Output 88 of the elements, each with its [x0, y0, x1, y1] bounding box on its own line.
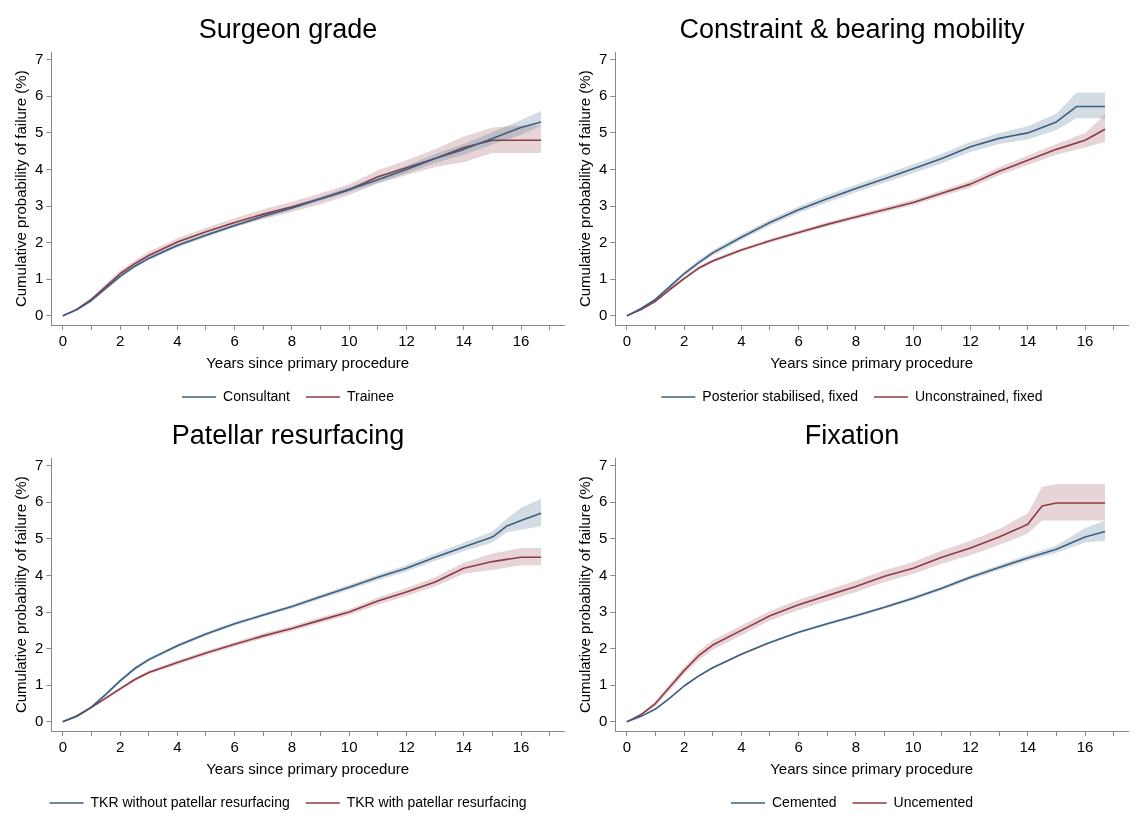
x-tick-label: 16	[512, 738, 530, 756]
x-tick-label: 0	[58, 332, 67, 350]
y-tick-label: 1	[35, 269, 44, 287]
x-tick-label: 10	[904, 332, 922, 350]
y-tick-label: 5	[599, 529, 608, 547]
x-tick-label: 16	[512, 332, 530, 350]
x-tick-label: 14	[455, 332, 473, 350]
x-tick-label: 2	[115, 738, 125, 756]
x-tick-label: 8	[851, 332, 861, 350]
legend-label: Uncemented	[893, 793, 973, 810]
y-tick-label: 2	[35, 232, 44, 250]
y-tick-label: 6	[599, 492, 608, 510]
y-tick-label: 4	[599, 159, 608, 177]
x-tick-label: 0	[58, 738, 67, 756]
y-tick-label: 0	[35, 305, 44, 323]
y-axis-title: Cumulative probability of failure (%)	[576, 476, 594, 714]
y-tick-label: 4	[599, 565, 608, 583]
legend-label: Trainee	[346, 387, 395, 404]
x-tick-label: 16	[1076, 332, 1094, 350]
legend-label: TKR with patellar resurfacing	[346, 793, 527, 810]
x-tick-label: 6	[794, 332, 803, 350]
x-tick-label: 4	[173, 738, 182, 756]
y-tick-label: 0	[35, 711, 44, 729]
x-tick-label: 8	[851, 738, 861, 756]
x-tick-label: 14	[455, 738, 473, 756]
y-tick-label: 3	[35, 196, 44, 214]
x-tick-label: 0	[622, 332, 631, 350]
legend-label: Posterior stabilised, fixed	[702, 387, 859, 404]
y-tick-label: 0	[599, 711, 608, 729]
x-axis-title: Years since primary procedure	[206, 354, 410, 372]
chart-title: Fixation	[804, 419, 900, 450]
y-tick-label: 3	[599, 602, 608, 620]
y-tick-label: 1	[599, 675, 608, 693]
y-tick-label: 4	[35, 159, 44, 177]
x-tick-label: 12	[962, 332, 979, 350]
x-tick-label: 14	[1019, 332, 1037, 350]
chart-title: Surgeon grade	[198, 13, 378, 44]
x-tick-label: 6	[230, 332, 239, 350]
y-axis-title: Cumulative probability of failure (%)	[576, 70, 594, 308]
legend-label: Cemented	[772, 793, 837, 810]
chart-title: Constraint & bearing mobility	[679, 13, 1026, 44]
legend-label: Consultant	[223, 387, 291, 404]
y-tick-label: 2	[599, 232, 608, 250]
x-tick-label: 8	[287, 738, 297, 756]
y-tick-label: 5	[35, 529, 44, 547]
y-tick-label: 2	[35, 638, 44, 656]
x-tick-label: 10	[340, 738, 358, 756]
x-axis-title: Years since primary procedure	[770, 760, 974, 778]
x-tick-label: 14	[1019, 738, 1037, 756]
x-tick-label: 4	[737, 738, 746, 756]
y-tick-label: 6	[35, 492, 44, 510]
y-tick-label: 7	[599, 49, 608, 67]
y-tick-label: 1	[35, 675, 44, 693]
y-tick-label: 7	[35, 455, 44, 473]
y-axis-title: Cumulative probability of failure (%)	[12, 476, 30, 714]
x-tick-label: 10	[904, 738, 922, 756]
x-tick-label: 2	[679, 332, 689, 350]
x-tick-label: 6	[794, 738, 803, 756]
y-axis-title: Cumulative probability of failure (%)	[12, 70, 30, 308]
x-tick-label: 4	[173, 332, 182, 350]
x-tick-label: 2	[679, 738, 689, 756]
legend-label: TKR without patellar resurfacing	[90, 793, 290, 810]
x-tick-label: 4	[737, 332, 746, 350]
y-tick-label: 5	[35, 123, 44, 141]
chart-title: Patellar resurfacing	[171, 419, 405, 450]
y-tick-label: 0	[599, 305, 608, 323]
y-tick-label: 6	[35, 86, 44, 104]
y-tick-label: 7	[35, 49, 44, 67]
x-tick-label: 12	[398, 738, 415, 756]
y-tick-label: 3	[599, 196, 608, 214]
x-tick-label: 0	[622, 738, 631, 756]
x-tick-label: 2	[115, 332, 125, 350]
y-tick-label: 3	[35, 602, 44, 620]
y-tick-label: 5	[599, 123, 608, 141]
x-axis-title: Years since primary procedure	[206, 760, 410, 778]
x-tick-label: 6	[230, 738, 239, 756]
x-tick-label: 12	[398, 332, 415, 350]
x-tick-label: 10	[340, 332, 358, 350]
y-tick-label: 7	[599, 455, 608, 473]
y-tick-label: 2	[599, 638, 608, 656]
y-tick-label: 4	[35, 565, 44, 583]
x-tick-label: 12	[962, 738, 979, 756]
y-tick-label: 1	[599, 269, 608, 287]
x-tick-label: 8	[287, 332, 297, 350]
y-tick-label: 6	[599, 86, 608, 104]
x-axis-title: Years since primary procedure	[770, 354, 974, 372]
legend-label: Unconstrained, fixed	[915, 387, 1043, 404]
x-tick-label: 16	[1076, 738, 1094, 756]
